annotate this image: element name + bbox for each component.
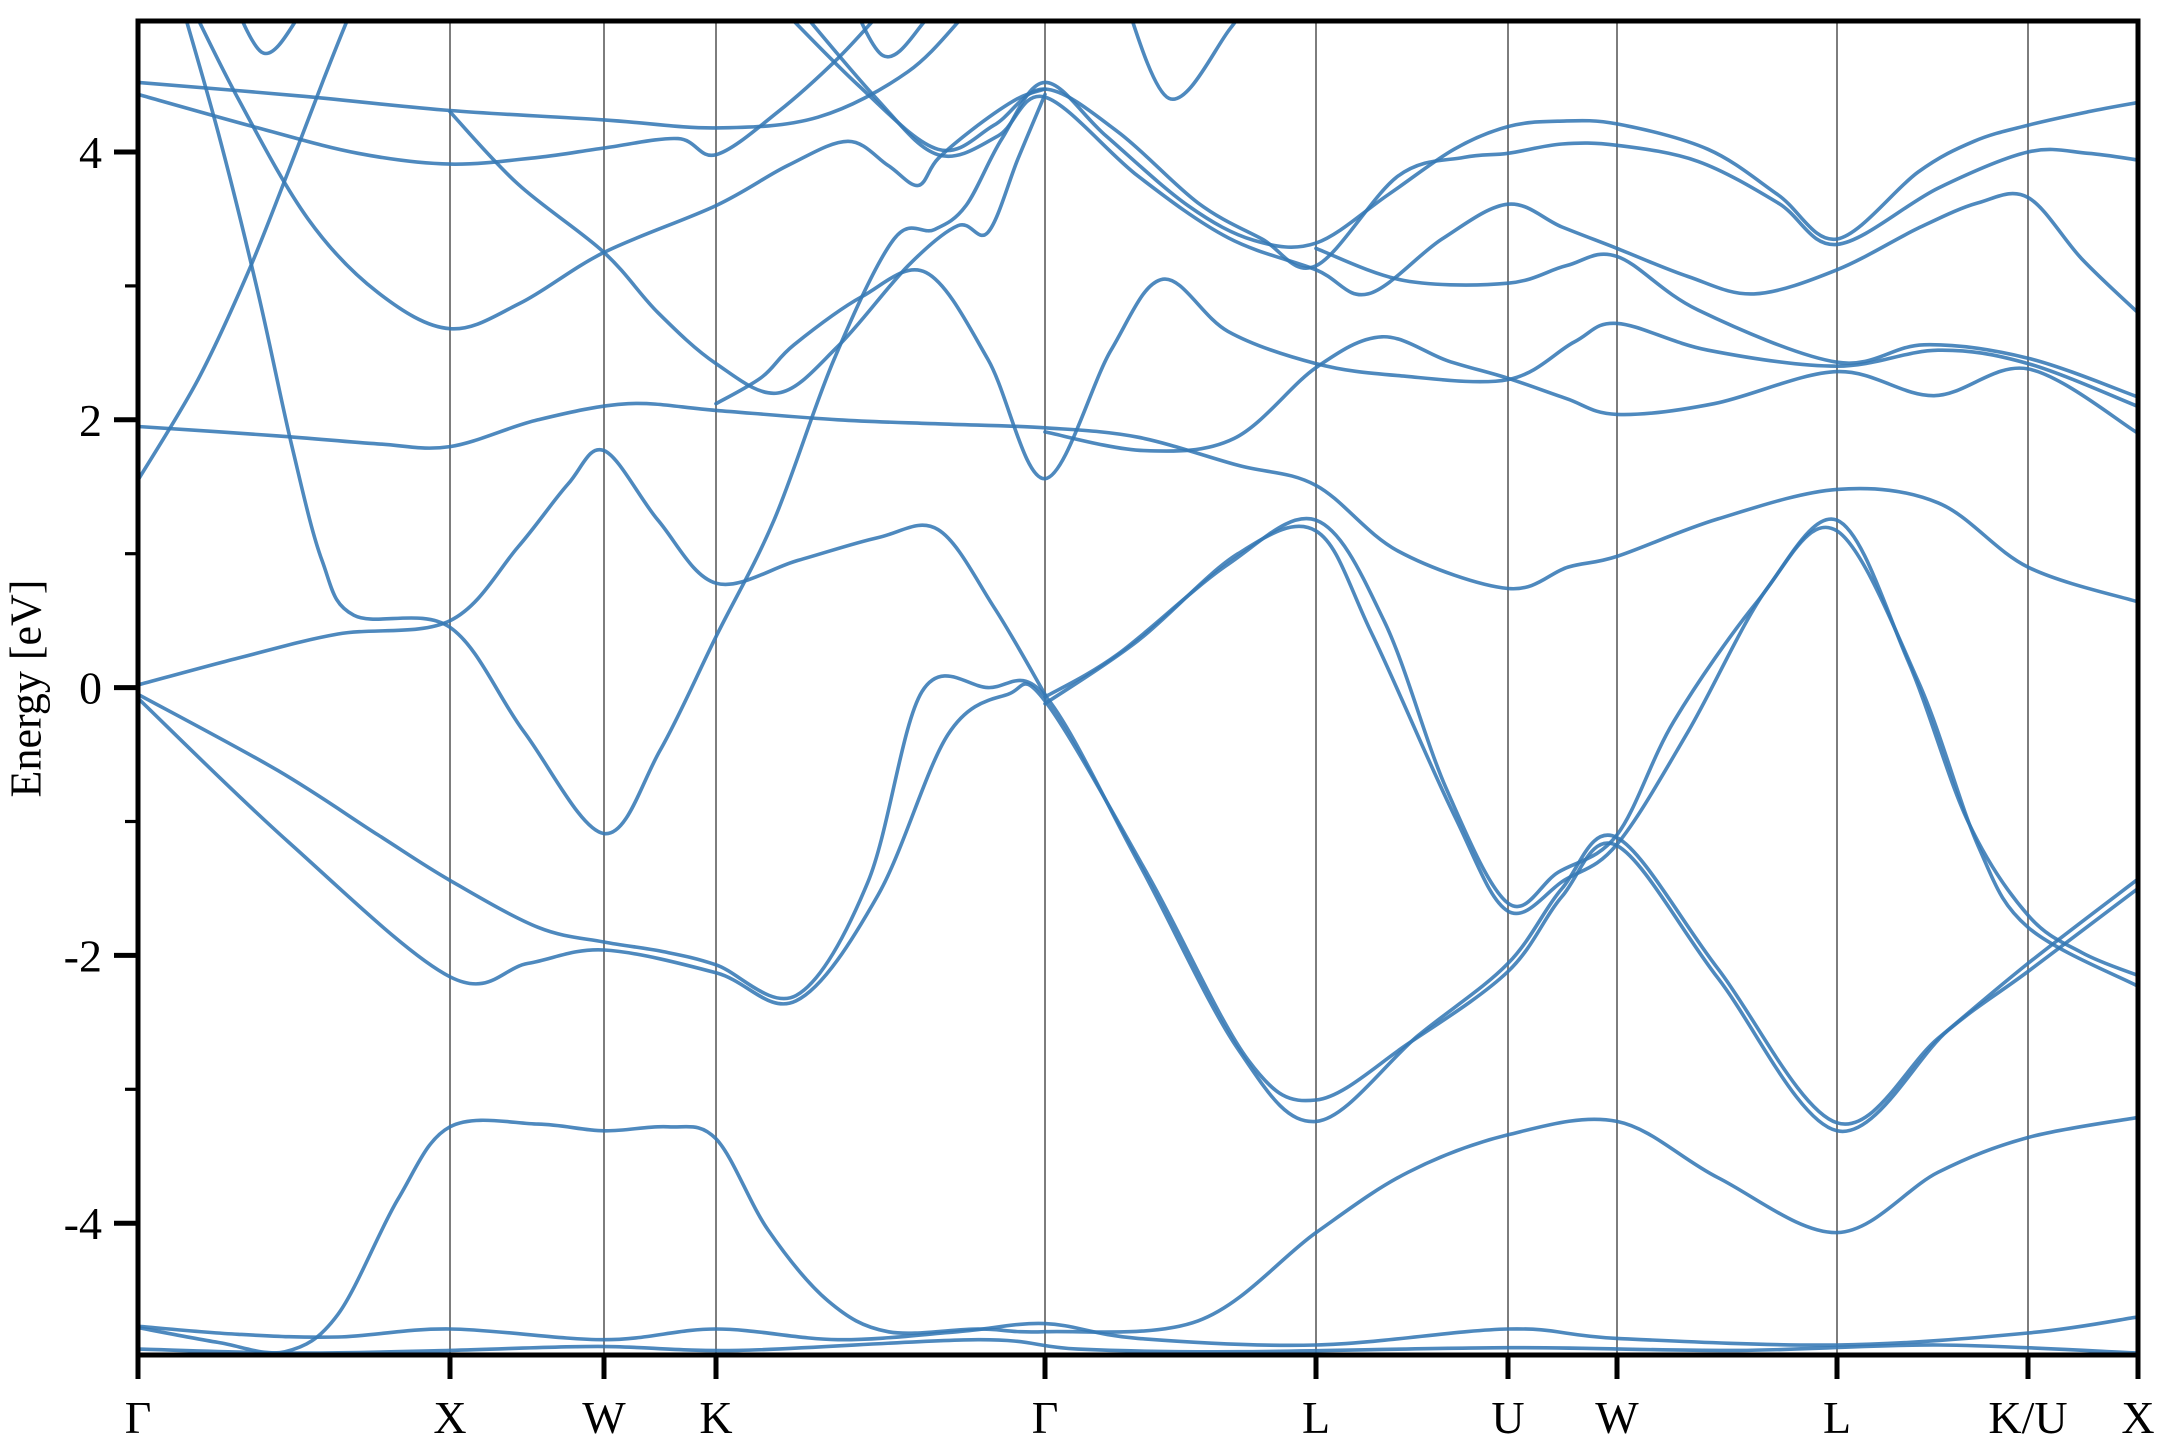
band-top-2 xyxy=(138,21,876,166)
band-apex-2 xyxy=(791,21,2138,270)
band-lens-low xyxy=(1314,246,2138,399)
band-xtangent-upper xyxy=(138,447,1047,697)
band-xtangent-lower-apex xyxy=(184,21,2138,836)
band-flat-2 xyxy=(138,1315,2138,1348)
x-tick-label-Γ: Γ xyxy=(1032,1392,1059,1440)
bands-group xyxy=(138,21,2138,1355)
band-shelf xyxy=(138,1115,2138,1355)
x-tick-label-Γ: Γ xyxy=(125,1392,152,1440)
band-flat-bottom xyxy=(138,1337,2138,1355)
x-tick-label-U: U xyxy=(1491,1392,1524,1440)
band-m xyxy=(714,268,2138,481)
band-kink xyxy=(1043,334,2138,453)
x-tick-label-W: W xyxy=(1595,1392,1639,1440)
band-dip-right-of-gamma xyxy=(1130,21,1239,101)
x-tick-label-L: L xyxy=(1823,1392,1851,1440)
band-braid xyxy=(448,92,1047,395)
y-tick-label--2: -2 xyxy=(64,930,102,981)
band-riser xyxy=(138,21,349,482)
band-twin-b xyxy=(1043,524,2138,988)
x-tick-label-K/U: K/U xyxy=(1988,1392,2067,1440)
y-tick-label-4: 4 xyxy=(79,127,102,178)
x-tick-label-L: L xyxy=(1302,1392,1330,1440)
band-descender xyxy=(196,21,1047,331)
y-tick-label--4: -4 xyxy=(64,1198,102,1249)
band-dip-left-of-gamma xyxy=(858,21,928,59)
band-dip-topleft xyxy=(240,21,298,56)
band-apex-lens xyxy=(807,21,2138,315)
x-tick-label-X: X xyxy=(433,1392,466,1440)
x-tick-label-X: X xyxy=(2121,1392,2154,1440)
x-tick-label-K: K xyxy=(699,1392,732,1440)
band-twin-a xyxy=(1043,516,2138,978)
y-tick-label-2: 2 xyxy=(79,395,102,446)
x-tick-label-W: W xyxy=(582,1392,626,1440)
y-tick-label-0: 0 xyxy=(79,663,102,714)
band-valence-b xyxy=(138,682,2138,1134)
